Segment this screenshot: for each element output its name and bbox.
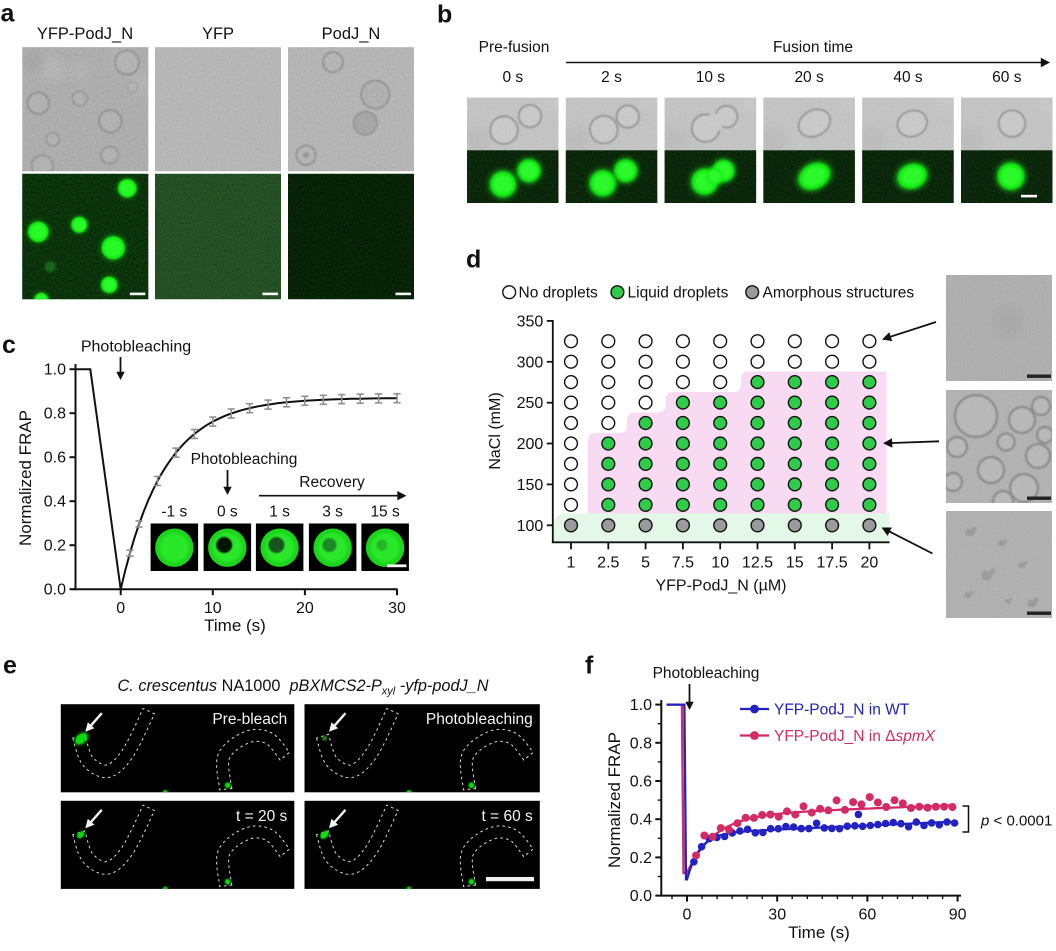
svg-text:0.4: 0.4: [44, 494, 66, 511]
svg-text:Amorphous structures: Amorphous structures: [763, 285, 915, 302]
svg-text:e: e: [3, 652, 17, 680]
svg-text:150: 150: [517, 477, 544, 494]
svg-text:Photobleaching: Photobleaching: [426, 711, 533, 728]
svg-text:20: 20: [296, 600, 314, 617]
svg-text:1.0: 1.0: [630, 697, 652, 714]
svg-text:Pre-bleach: Pre-bleach: [212, 711, 287, 728]
svg-text:d: d: [466, 246, 481, 274]
svg-text:No droplets: No droplets: [519, 285, 599, 302]
svg-text:30: 30: [768, 907, 786, 924]
svg-text:b: b: [437, 1, 452, 29]
svg-text:2.5: 2.5: [597, 555, 619, 572]
svg-text:0.0: 0.0: [630, 888, 652, 905]
svg-text:-1 s: -1 s: [161, 504, 187, 521]
svg-text:YFP-PodJ_N: YFP-PodJ_N: [37, 25, 133, 43]
svg-text:c: c: [2, 331, 16, 359]
svg-text:10: 10: [711, 555, 729, 572]
svg-text:10: 10: [204, 600, 222, 617]
svg-text:1 s: 1 s: [269, 504, 290, 521]
svg-text:350: 350: [517, 313, 544, 330]
svg-text:20 s: 20 s: [794, 69, 824, 86]
svg-text:20: 20: [861, 555, 879, 572]
svg-text:0.8: 0.8: [44, 406, 66, 423]
svg-text:YFP: YFP: [202, 25, 234, 43]
svg-text:300: 300: [517, 354, 544, 371]
svg-text:Recovery: Recovery: [299, 474, 365, 491]
svg-text:250: 250: [517, 395, 544, 412]
svg-text:3 s: 3 s: [322, 504, 343, 521]
svg-text:0.2: 0.2: [630, 850, 652, 867]
svg-text:Fusion time: Fusion time: [773, 39, 853, 56]
svg-text:60 s: 60 s: [992, 69, 1022, 86]
svg-text:0 s: 0 s: [217, 504, 238, 521]
svg-text:15: 15: [786, 555, 804, 572]
svg-text:15 s: 15 s: [370, 504, 400, 521]
svg-text:2 s: 2 s: [601, 69, 622, 86]
svg-text:Normalized FRAP: Normalized FRAP: [605, 732, 624, 868]
svg-text:PodJ_N: PodJ_N: [322, 25, 381, 43]
svg-text:1.0: 1.0: [44, 362, 66, 379]
svg-text:0.2: 0.2: [44, 538, 66, 555]
svg-text:5: 5: [641, 555, 650, 572]
svg-text:7.5: 7.5: [672, 555, 694, 572]
svg-text:60: 60: [859, 907, 877, 924]
svg-text:0.6: 0.6: [44, 450, 66, 467]
svg-text:YFP-PodJ_N (µM): YFP-PodJ_N (µM): [655, 578, 786, 595]
svg-text:Photobleaching: Photobleaching: [191, 451, 298, 468]
svg-text:0.4: 0.4: [630, 812, 652, 829]
svg-text:Photobleaching: Photobleaching: [653, 665, 760, 682]
svg-text:Time (s): Time (s): [204, 616, 266, 635]
svg-text:t = 20 s: t = 20 s: [236, 808, 288, 825]
svg-text:p < 0.0001: p < 0.0001: [980, 813, 1052, 830]
svg-text:0: 0: [116, 600, 125, 617]
svg-text:Pre-fusion: Pre-fusion: [479, 39, 550, 56]
svg-text:C. crescentus NA1000 pBXMCS2-: C. crescentus NA1000 pBXMCS2-Pxyl -yfp-p…: [118, 677, 489, 698]
svg-text:YFP-PodJ_N in ΔspmX: YFP-PodJ_N in ΔspmX: [774, 728, 936, 745]
svg-text:17.5: 17.5: [817, 555, 848, 572]
svg-text:Time (s): Time (s): [788, 923, 850, 942]
svg-text:NaCl (mM): NaCl (mM): [487, 392, 504, 469]
svg-text:0: 0: [683, 907, 692, 924]
svg-text:f: f: [585, 652, 594, 680]
svg-text:0.6: 0.6: [630, 774, 652, 791]
svg-text:12.5: 12.5: [742, 555, 773, 572]
svg-text:0.8: 0.8: [630, 735, 652, 752]
svg-text:100: 100: [517, 518, 544, 535]
svg-text:30: 30: [388, 600, 406, 617]
svg-text:40 s: 40 s: [893, 69, 923, 86]
svg-text:YFP-PodJ_N in WT: YFP-PodJ_N in WT: [774, 702, 910, 719]
svg-text:1: 1: [567, 555, 576, 572]
svg-text:90: 90: [949, 907, 967, 924]
svg-text:0 s: 0 s: [502, 69, 523, 86]
svg-text:t = 60 s: t = 60 s: [482, 808, 534, 825]
svg-text:200: 200: [517, 436, 544, 453]
svg-text:a: a: [1, 0, 16, 28]
svg-text:Normalized FRAP: Normalized FRAP: [16, 410, 35, 546]
svg-text:Photobleaching: Photobleaching: [81, 339, 191, 356]
svg-text:0.0: 0.0: [44, 582, 66, 599]
svg-text:10 s: 10 s: [696, 69, 726, 86]
svg-text:Liquid droplets: Liquid droplets: [628, 285, 729, 302]
